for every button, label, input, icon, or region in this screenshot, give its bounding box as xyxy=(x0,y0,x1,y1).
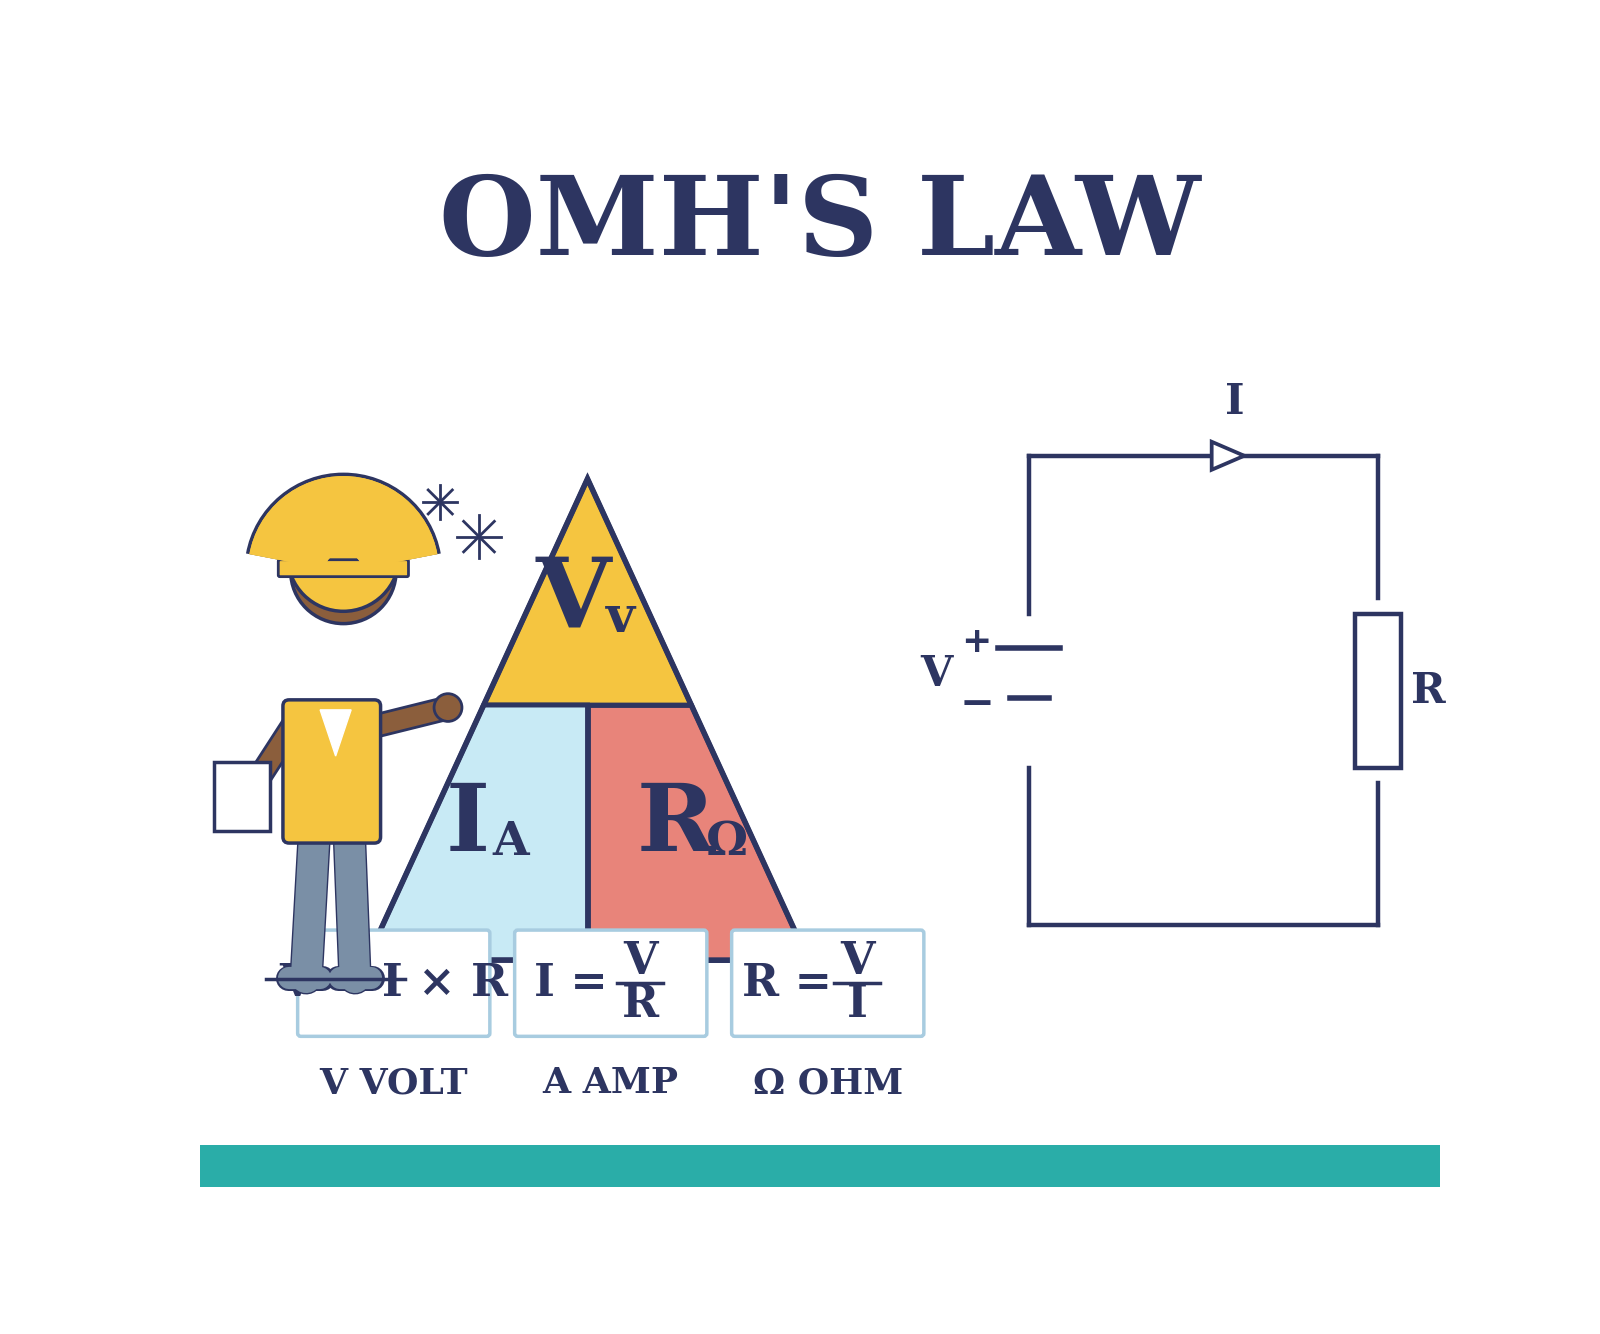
Polygon shape xyxy=(483,479,691,706)
Bar xyxy=(274,567,413,632)
Text: −: − xyxy=(958,683,994,726)
FancyBboxPatch shape xyxy=(731,930,923,1037)
FancyBboxPatch shape xyxy=(283,700,381,843)
FancyBboxPatch shape xyxy=(278,560,408,576)
Text: V: V xyxy=(622,940,658,983)
Circle shape xyxy=(288,500,398,611)
Text: V: V xyxy=(920,652,952,695)
Polygon shape xyxy=(293,587,397,602)
Text: OMH'S LAW: OMH'S LAW xyxy=(438,171,1202,279)
Polygon shape xyxy=(320,710,350,756)
FancyBboxPatch shape xyxy=(214,762,270,831)
Text: V = I × R: V = I × R xyxy=(278,962,509,1005)
Text: I: I xyxy=(445,780,490,870)
Text: R =: R = xyxy=(742,962,832,1005)
Text: I =: I = xyxy=(533,962,608,1005)
Text: V: V xyxy=(840,940,875,983)
Text: A AMP: A AMP xyxy=(542,1066,678,1101)
Polygon shape xyxy=(587,706,808,960)
Text: +: + xyxy=(962,626,992,659)
Text: v: v xyxy=(605,594,635,643)
Circle shape xyxy=(291,519,397,623)
Text: R: R xyxy=(1411,670,1446,711)
Polygon shape xyxy=(366,706,587,960)
Text: V VOLT: V VOLT xyxy=(320,1066,469,1101)
FancyBboxPatch shape xyxy=(298,930,490,1037)
Bar xyxy=(1355,614,1402,767)
Text: R: R xyxy=(637,780,715,870)
Text: A: A xyxy=(491,819,528,864)
Text: R: R xyxy=(622,983,659,1026)
FancyBboxPatch shape xyxy=(515,930,707,1037)
Bar xyxy=(200,1145,1440,1187)
Text: Ω OHM: Ω OHM xyxy=(752,1066,902,1101)
Circle shape xyxy=(434,694,462,722)
Circle shape xyxy=(291,519,397,623)
Text: V: V xyxy=(536,552,611,647)
Text: Ω: Ω xyxy=(706,819,747,864)
Text: I: I xyxy=(846,983,867,1026)
Polygon shape xyxy=(1211,442,1245,470)
Text: I: I xyxy=(1226,382,1245,423)
